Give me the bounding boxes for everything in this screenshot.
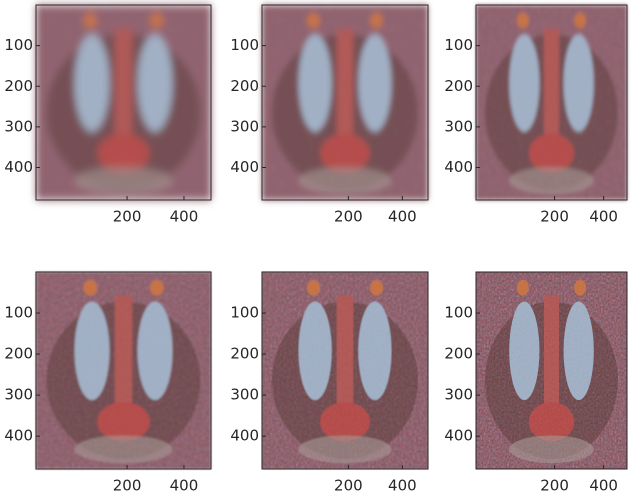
y-tick-label: 300 bbox=[4, 117, 33, 135]
y-tick-label: 200 bbox=[4, 345, 33, 363]
y-tick-label: 400 bbox=[230, 427, 259, 445]
image bbox=[476, 272, 627, 469]
image bbox=[36, 5, 211, 200]
y-tick-label: 100 bbox=[4, 304, 33, 322]
image bbox=[476, 5, 627, 200]
x-tick-label: 400 bbox=[170, 477, 199, 495]
y-tick-label: 400 bbox=[4, 427, 33, 445]
y-tick-label: 100 bbox=[4, 36, 33, 54]
image bbox=[262, 272, 428, 469]
y-tick-label: 400 bbox=[444, 427, 473, 445]
image-content bbox=[36, 272, 211, 469]
y-tick-label: 400 bbox=[230, 158, 259, 176]
x-tick-label: 200 bbox=[540, 208, 569, 226]
image-content bbox=[262, 5, 428, 200]
y-tick-label: 100 bbox=[444, 36, 473, 54]
y-tick-label: 100 bbox=[230, 36, 259, 54]
image-content bbox=[262, 272, 428, 469]
image bbox=[36, 272, 211, 469]
image-content bbox=[36, 5, 211, 200]
x-tick-label: 200 bbox=[334, 477, 363, 495]
x-tick-label: 200 bbox=[334, 208, 363, 226]
y-tick-label: 400 bbox=[4, 158, 33, 176]
image-content bbox=[476, 5, 627, 200]
y-tick-label: 200 bbox=[4, 77, 33, 95]
y-tick-label: 300 bbox=[4, 386, 33, 404]
y-tick-label: 300 bbox=[230, 386, 259, 404]
x-tick-label: 400 bbox=[170, 208, 199, 226]
y-tick-label: 200 bbox=[230, 345, 259, 363]
y-tick-label: 100 bbox=[230, 304, 259, 322]
x-tick-label: 200 bbox=[113, 477, 142, 495]
y-tick-label: 300 bbox=[444, 117, 473, 135]
x-tick-label: 200 bbox=[540, 477, 569, 495]
x-tick-label: 400 bbox=[589, 208, 618, 226]
y-tick-label: 400 bbox=[444, 158, 473, 176]
y-tick-label: 100 bbox=[444, 304, 473, 322]
x-tick-label: 400 bbox=[388, 208, 417, 226]
x-tick-label: 200 bbox=[113, 208, 142, 226]
y-tick-label: 200 bbox=[444, 345, 473, 363]
y-tick-label: 200 bbox=[230, 77, 259, 95]
y-tick-label: 300 bbox=[444, 386, 473, 404]
image-content bbox=[476, 272, 627, 469]
x-tick-label: 400 bbox=[388, 477, 417, 495]
y-tick-label: 300 bbox=[230, 117, 259, 135]
x-tick-label: 400 bbox=[589, 477, 618, 495]
image bbox=[262, 5, 428, 200]
y-tick-label: 200 bbox=[444, 77, 473, 95]
figure: 100 200 300 400 200 400 100 200 300 400 200 400 100 2… bbox=[0, 0, 631, 499]
